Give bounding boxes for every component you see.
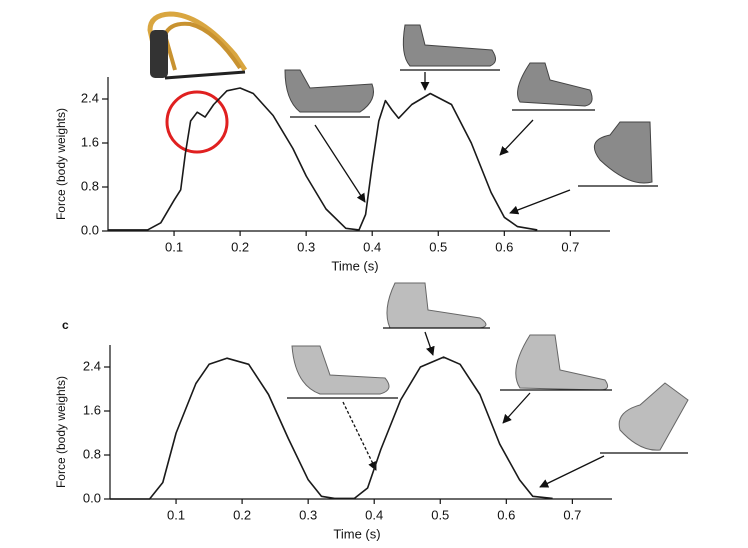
y-axis-label: Force (body weights) <box>54 376 68 488</box>
x-axis-label: Time (s) <box>331 258 378 273</box>
x-tick-label: 0.4 <box>363 239 381 254</box>
x-tick-label: 0.6 <box>497 507 515 522</box>
x-tick-label: 0.3 <box>297 239 315 254</box>
panel-label: c <box>62 318 69 332</box>
x-tick-label: 0.2 <box>233 507 251 522</box>
y-tick-label: 1.6 <box>81 134 99 149</box>
y-tick-label: 0.0 <box>83 490 101 505</box>
shoe-images <box>284 24 658 187</box>
y-tick-label: 0.8 <box>81 178 99 193</box>
x-tick-label: 0.6 <box>495 239 513 254</box>
x-tick-label: 0.1 <box>167 507 185 522</box>
force-line <box>108 87 538 231</box>
x-tick-label: 0.5 <box>429 239 447 254</box>
x-tick-label: 0.5 <box>431 507 449 522</box>
x-tick-label: 0.7 <box>563 507 581 522</box>
foot-images <box>287 282 689 454</box>
x-tick-label: 0.3 <box>299 507 317 522</box>
arrows <box>314 72 605 488</box>
y-tick-label: 2.4 <box>83 358 101 373</box>
slingshot-icon <box>147 11 248 80</box>
x-axis-label: Time (s) <box>333 526 380 541</box>
force-line <box>110 356 553 500</box>
y-tick-label: 0.8 <box>83 446 101 461</box>
y-tick-label: 2.4 <box>81 90 99 105</box>
y-axis-label: Force (body weights) <box>54 108 68 220</box>
y-tick-label: 1.6 <box>83 402 101 417</box>
x-tick-label: 0.4 <box>365 507 383 522</box>
x-tick-label: 0.2 <box>231 239 249 254</box>
x-tick-label: 0.1 <box>165 239 183 254</box>
highlight-circle <box>165 90 229 154</box>
x-tick-label: 0.7 <box>561 239 579 254</box>
y-tick-label: 0.0 <box>81 222 99 237</box>
